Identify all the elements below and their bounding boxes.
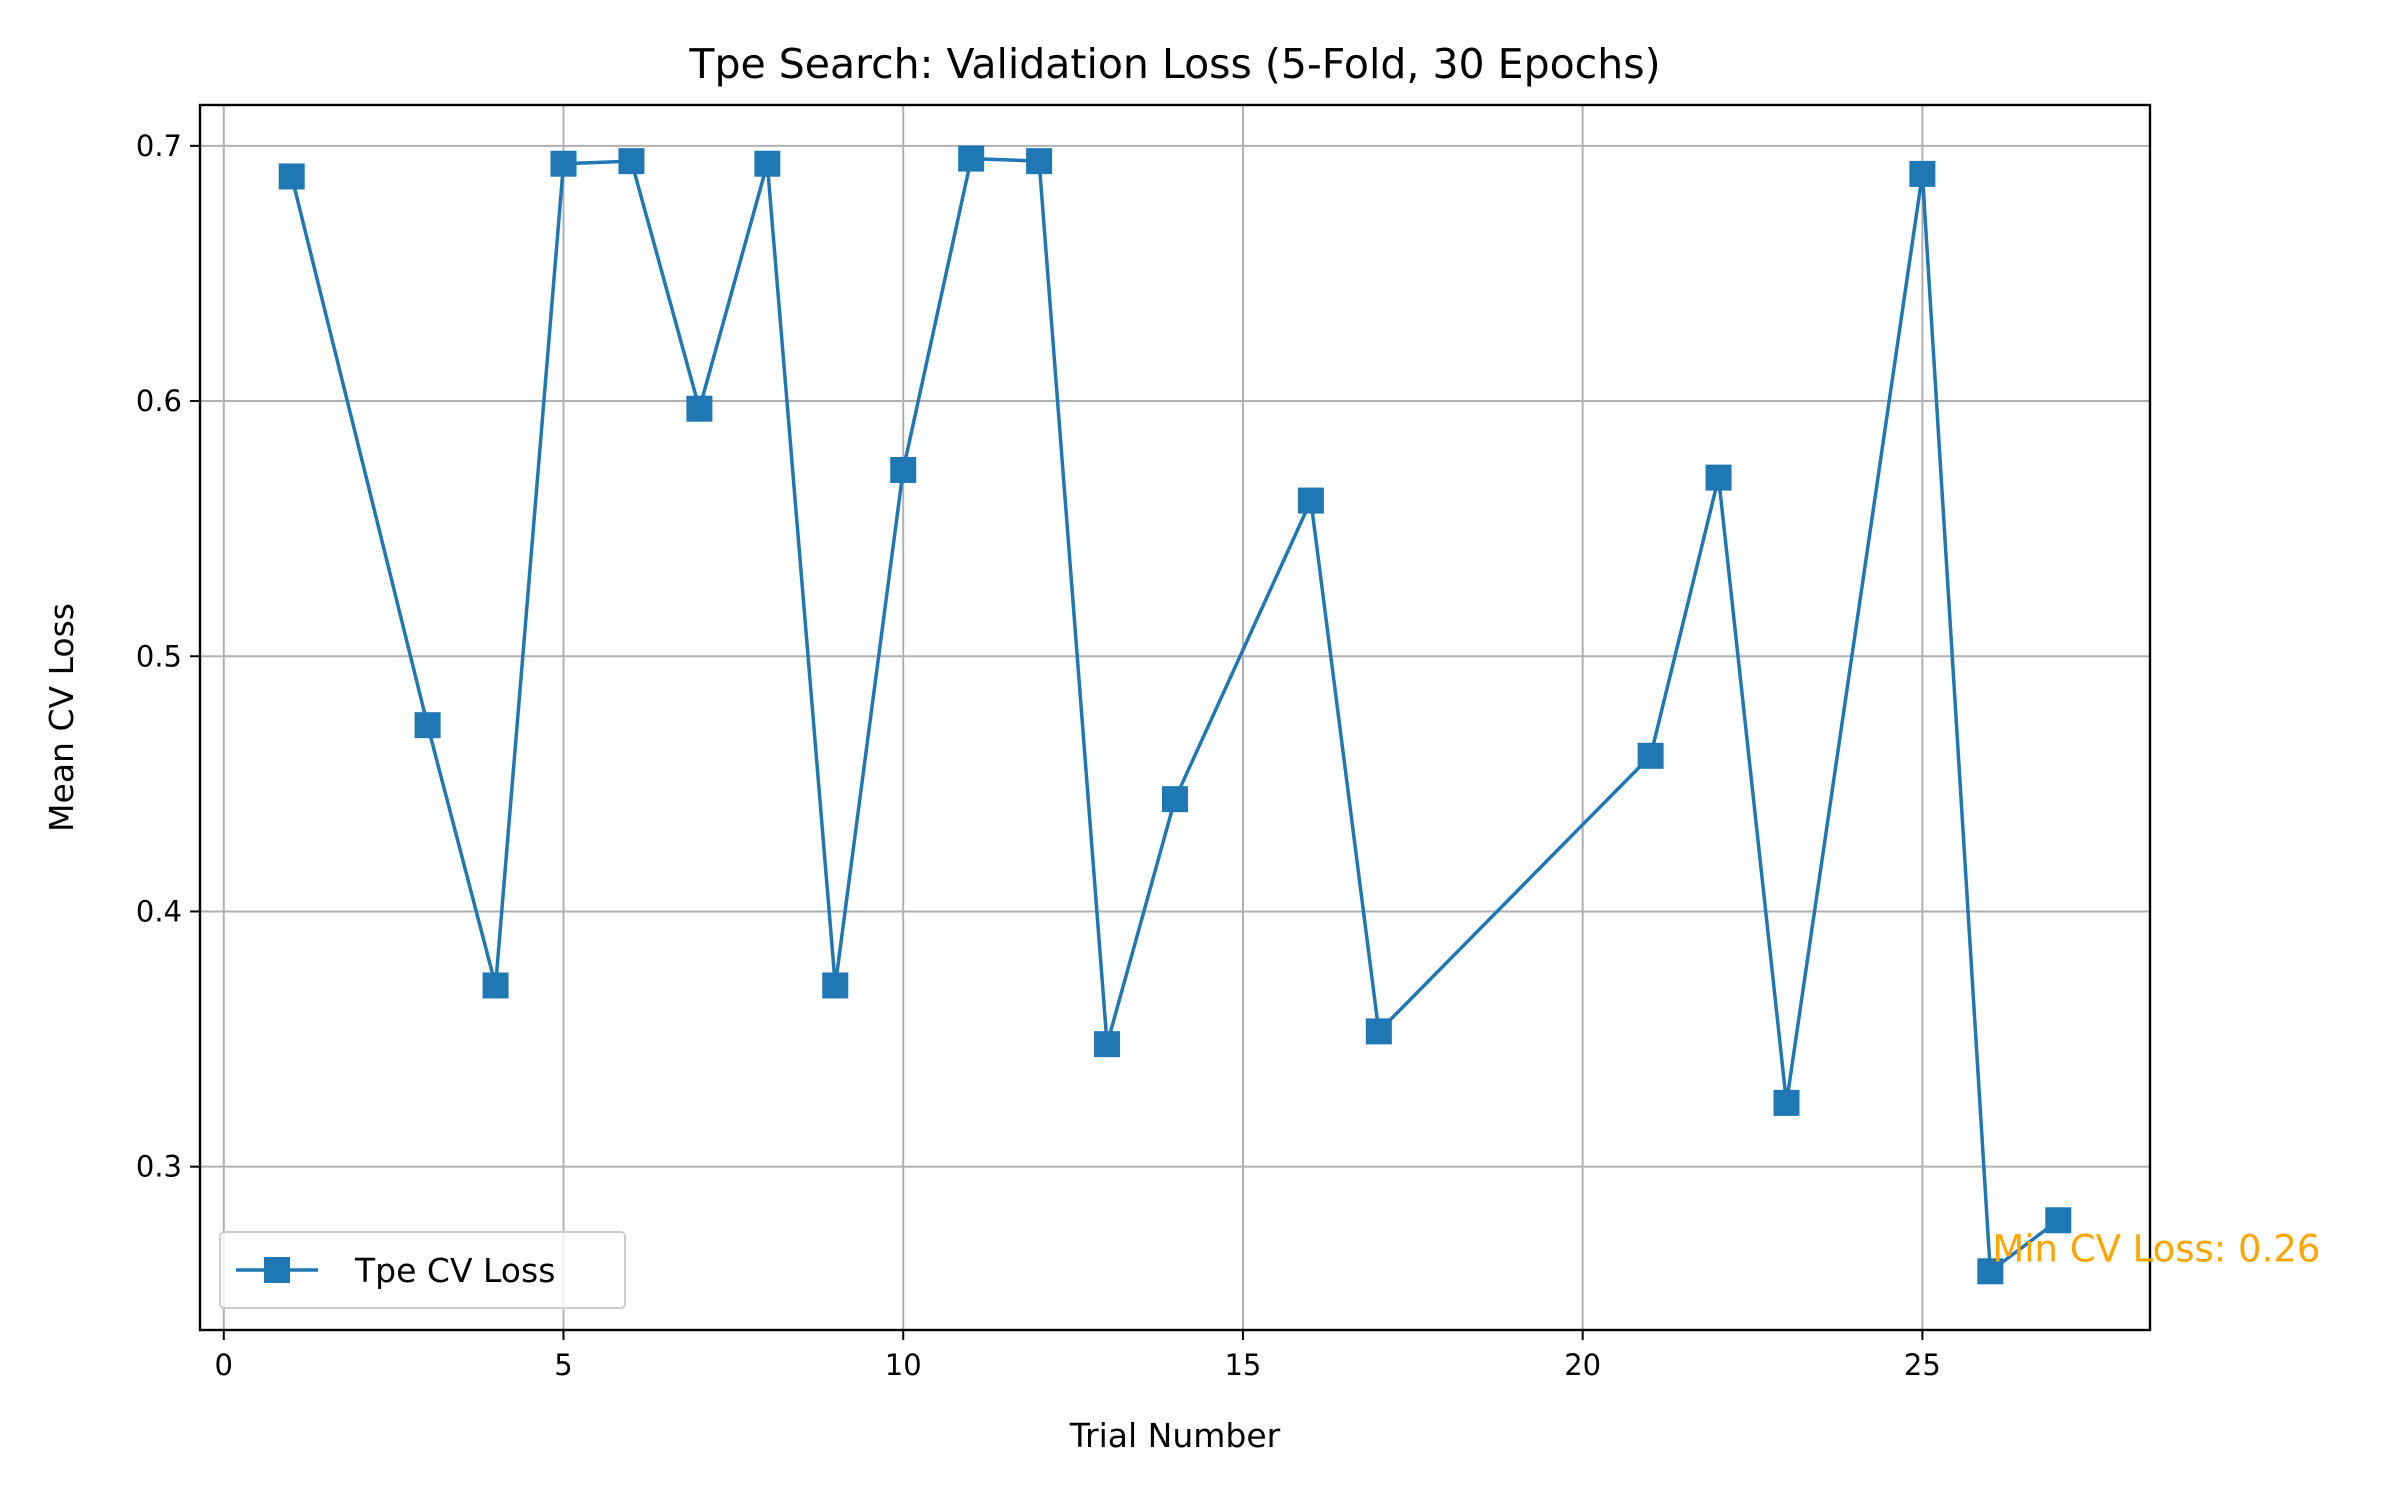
data-point-marker [686, 395, 713, 422]
annotations: Min CV Loss: 0.26 [1992, 1227, 2320, 1270]
data-point-marker [958, 145, 985, 172]
data-point-marker [1977, 1258, 2004, 1285]
legend-marker-swatch [264, 1257, 290, 1283]
data-point-marker [1162, 786, 1188, 813]
x-tick-label: 15 [1224, 1348, 1261, 1382]
data-point-marker [278, 163, 305, 190]
data-point-marker [754, 150, 781, 177]
data-point-marker [2045, 1207, 2072, 1234]
plot-frame [198, 103, 2152, 1332]
y-tick-label: 0.4 [136, 894, 182, 928]
x-tick-label: 20 [1564, 1348, 1601, 1382]
data-point-marker [1705, 464, 1732, 491]
y-tick-label: 0.3 [136, 1150, 182, 1184]
plot-area [278, 145, 2072, 1285]
x-axis-title: Trial Number [1069, 1416, 1281, 1455]
data-point-marker [482, 972, 509, 999]
chart-title: Tpe Search: Validation Loss (5-Fold, 30 … [688, 40, 1660, 88]
axis-ticks: 0 5 10 15 20 25 0.3 0.4 0.5 0.6 0.7 [136, 129, 1941, 1382]
data-point-marker [550, 150, 577, 177]
legend-label: Tpe CV Loss [354, 1251, 555, 1290]
y-tick-label: 0.6 [136, 384, 182, 418]
data-point-marker [1026, 148, 1053, 175]
data-point-marker [1773, 1089, 1800, 1116]
grid [200, 105, 2150, 1330]
data-point-marker [1297, 487, 1324, 514]
data-point-marker [618, 148, 645, 175]
data-point-marker [822, 972, 849, 999]
x-tick-label: 10 [885, 1348, 922, 1382]
data-point-marker [1094, 1031, 1121, 1058]
y-axis-title: Mean CV Loss [42, 603, 81, 832]
data-point-marker [1637, 742, 1664, 769]
y-tick-label: 0.7 [136, 129, 182, 163]
data-point-marker [414, 712, 441, 739]
legend-box [219, 1231, 626, 1309]
min-loss-annotation: Min CV Loss: 0.26 [1992, 1227, 2320, 1270]
data-point-marker [890, 456, 917, 483]
data-point-marker [1909, 160, 1936, 187]
data-point-marker [1365, 1018, 1392, 1045]
x-tick-label: 0 [215, 1348, 233, 1382]
legend: Tpe CV Loss [219, 1231, 626, 1309]
y-tick-label: 0.5 [136, 639, 182, 673]
x-tick-label: 25 [1904, 1348, 1941, 1382]
x-tick-label: 5 [554, 1348, 572, 1382]
